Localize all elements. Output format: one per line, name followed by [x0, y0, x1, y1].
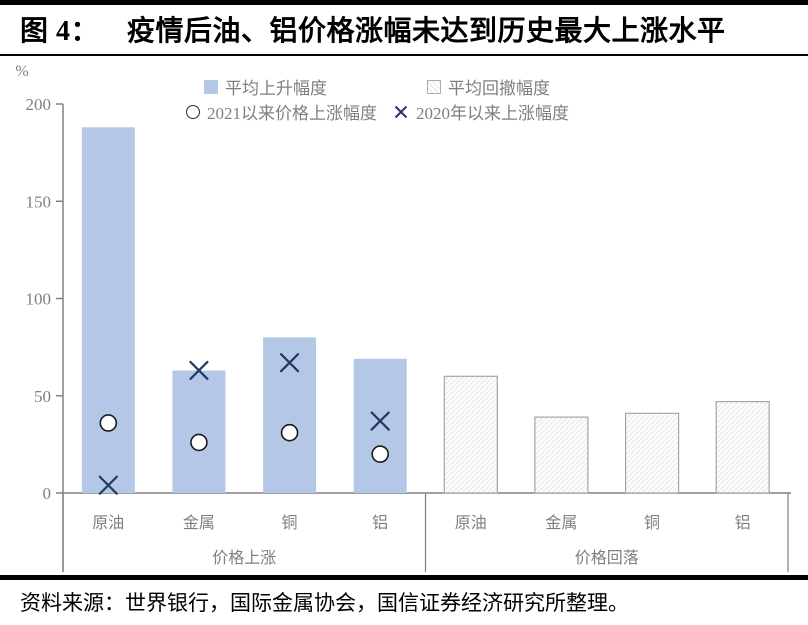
y-tick-label: 0	[43, 484, 52, 503]
marker-circle	[280, 423, 299, 442]
bar	[624, 412, 680, 494]
category-label: 原油	[92, 514, 124, 532]
bar	[263, 337, 317, 493]
marker-circle	[99, 414, 118, 432]
legend-row-2: 2021以来价格上涨幅度 2020年以来上涨幅度	[186, 99, 569, 124]
marker-circle	[371, 445, 389, 463]
marker-x	[98, 475, 118, 495]
legend-label-rise-since-2021: 2021以来价格上涨幅度	[207, 104, 377, 123]
bar	[443, 375, 498, 494]
title-divider-rule	[0, 54, 808, 56]
y-tick-label: 200	[26, 95, 52, 114]
legend-row-1: 平均上升幅度 平均回撤幅度	[204, 74, 550, 99]
blue-bar-swatch-icon	[204, 79, 218, 94]
figure-number-label: 图 4：	[20, 16, 100, 47]
circle-marker-icon	[186, 104, 200, 119]
bar	[353, 358, 407, 493]
bar	[172, 370, 226, 493]
group-label: 价格上涨	[212, 549, 276, 567]
legend-label-avg-rise: 平均上升幅度	[225, 79, 327, 98]
category-label: 铜	[282, 514, 298, 532]
figure-title-row: 图 4： 疫情后油、铝价格涨幅未达到历史最大上涨水平	[20, 9, 726, 49]
top-border-rule	[0, 0, 808, 5]
y-tick-label: 150	[26, 192, 52, 211]
category-label: 原油	[455, 514, 487, 532]
legend-item-avg-drawdown: 平均回撤幅度	[427, 74, 550, 99]
legend-item-avg-rise: 平均上升幅度	[204, 74, 327, 99]
legend-item-rise-since-2021: 2021以来价格上涨幅度	[186, 99, 377, 124]
legend-label-rise-since-2020: 2020年以来上涨幅度	[416, 104, 569, 123]
y-axis-unit-label: %	[15, 63, 28, 80]
category-label: 铝	[735, 514, 751, 532]
category-label: 铝	[372, 514, 388, 532]
figure-title: 疫情后油、铝价格涨幅未达到历史最大上涨水平	[127, 16, 726, 47]
category-label: 金属	[183, 514, 215, 532]
marker-x	[370, 411, 390, 431]
hatched-bar-swatch-icon	[427, 79, 441, 94]
bar	[81, 127, 135, 494]
source-note: 资料来源：世界银行，国际金属协会，国信证券经济研究所整理。	[20, 591, 629, 615]
x-marker-glyph	[394, 105, 408, 118]
y-tick-label: 50	[34, 387, 51, 406]
x-marker-icon	[394, 105, 408, 118]
marker-x	[189, 360, 209, 381]
group-label: 价格回落	[575, 549, 639, 567]
marker-x	[279, 353, 300, 373]
bar	[715, 401, 770, 494]
bar	[534, 416, 589, 494]
category-label: 金属	[545, 514, 577, 532]
category-label: 铜	[644, 514, 660, 532]
y-tick-label: 100	[26, 290, 52, 309]
marker-circle	[190, 433, 208, 452]
bottom-border-rule	[0, 575, 808, 580]
legend-label-avg-drawdown: 平均回撤幅度	[448, 79, 550, 98]
legend-item-rise-since-2020: 2020年以来上涨幅度	[393, 99, 569, 124]
